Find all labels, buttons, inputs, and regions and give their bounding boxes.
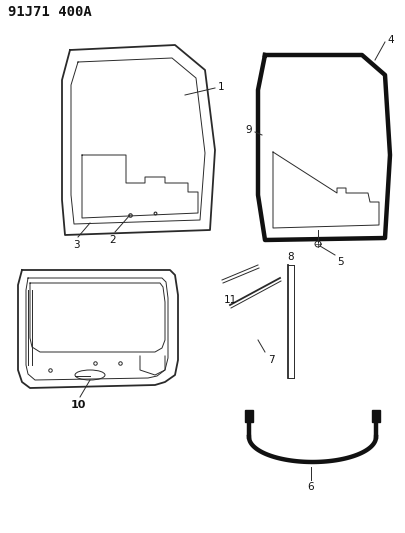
- Bar: [371, 410, 379, 422]
- Text: 4: 4: [386, 35, 393, 45]
- Text: 2: 2: [109, 235, 116, 245]
- Text: 8: 8: [287, 252, 294, 262]
- Text: 1: 1: [217, 82, 224, 92]
- Text: 10: 10: [70, 400, 85, 410]
- Text: 6: 6: [307, 482, 313, 492]
- Text: 91J71 400A: 91J71 400A: [8, 5, 92, 19]
- Text: 3: 3: [72, 240, 79, 250]
- Text: 9: 9: [245, 125, 252, 135]
- Text: 7: 7: [267, 355, 274, 365]
- Bar: [244, 410, 252, 422]
- Text: 5: 5: [336, 257, 343, 267]
- Text: 11: 11: [224, 295, 237, 305]
